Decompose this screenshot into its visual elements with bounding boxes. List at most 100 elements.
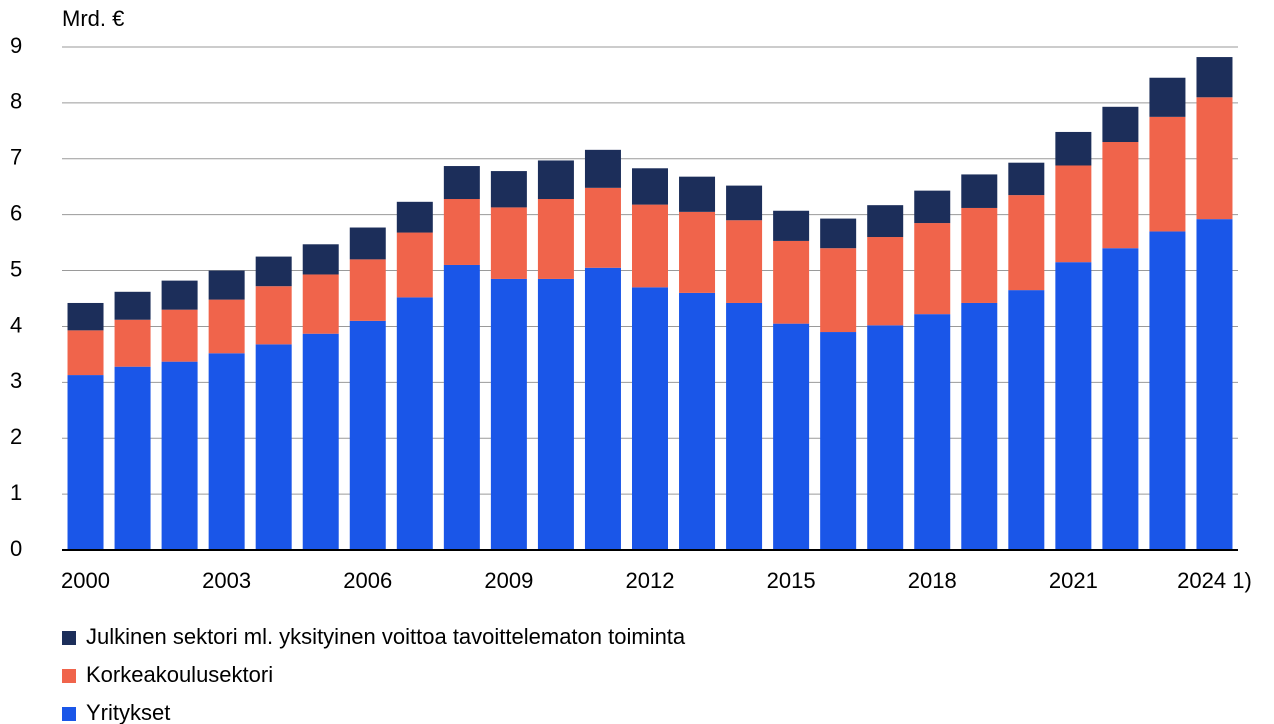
y-tick-label: 2: [10, 424, 22, 449]
bar-segment: [537, 160, 574, 200]
bar-segment: [820, 248, 857, 333]
bar-segment: [726, 185, 763, 221]
bar-segment: [490, 207, 527, 279]
y-tick-label: 7: [10, 145, 22, 170]
legend-swatch: [62, 669, 76, 683]
bar-segment: [1149, 77, 1186, 117]
y-tick-label: 8: [10, 89, 22, 114]
bar-segment: [1008, 195, 1045, 291]
x-tick-label: 2012: [626, 568, 675, 593]
bar-segment: [773, 210, 810, 241]
bar-segment: [914, 314, 951, 550]
bar-segment: [349, 259, 386, 321]
bar-segment: [726, 302, 763, 550]
bar-segment: [537, 199, 574, 279]
x-tick-label: 2021: [1049, 568, 1098, 593]
x-tick-label: 2006: [343, 568, 392, 593]
bar-segment: [1102, 142, 1139, 249]
x-tick-label: 2024 1): [1177, 568, 1252, 593]
bar-segment: [161, 361, 198, 550]
bar-segment: [773, 240, 810, 324]
bar-segment: [302, 333, 339, 550]
bar-segment: [1102, 106, 1139, 143]
bar-segment: [114, 366, 151, 550]
bar-segment: [726, 220, 763, 303]
bar-segment: [820, 218, 857, 249]
y-tick-label: 4: [10, 312, 22, 337]
bar-segment: [632, 287, 668, 550]
y-tick-label: 5: [10, 256, 22, 281]
x-tick-label: 2003: [202, 568, 251, 593]
bar-segment: [1055, 131, 1092, 166]
bar-segment: [67, 302, 104, 331]
bar-segment: [208, 299, 245, 354]
bar-segment: [914, 223, 951, 315]
bar-segment: [584, 149, 621, 188]
bar-segment: [914, 190, 951, 224]
bar-segment: [255, 286, 292, 345]
bar-segment: [114, 319, 151, 367]
y-tick-label: 6: [10, 200, 22, 225]
bar-segment: [820, 332, 857, 550]
x-tick-label: 2009: [484, 568, 533, 593]
legend-label: Julkinen sektori ml. yksityinen voittoa …: [86, 624, 686, 649]
bar-segment: [867, 325, 904, 550]
legend-swatch: [62, 631, 76, 645]
bar-segment: [255, 256, 292, 287]
bar-segment: [161, 309, 198, 362]
bar-segment: [443, 264, 480, 550]
bar-segment: [114, 291, 151, 320]
bar-segment: [679, 292, 716, 550]
x-tick-label: 2000: [61, 568, 110, 593]
bar-segment: [961, 302, 998, 550]
bar-segment: [302, 274, 339, 334]
bar-segment: [632, 204, 668, 288]
bar-segment: [679, 176, 716, 212]
bar-segment: [632, 168, 668, 205]
bar-segment: [255, 344, 292, 550]
bar-segment: [1055, 165, 1092, 263]
bar-segment: [961, 174, 998, 208]
bar-segment: [1196, 57, 1233, 98]
bar-segment: [208, 270, 245, 300]
bar-segment: [443, 199, 480, 265]
bar-segment: [537, 278, 574, 550]
bar-segment: [1149, 116, 1186, 232]
bar-segment: [1196, 219, 1233, 551]
bar-segment: [961, 207, 998, 303]
bar-segment: [679, 211, 716, 293]
bar-segment: [490, 278, 527, 550]
bar-segment: [1196, 97, 1233, 220]
bar-segment: [349, 227, 386, 260]
legend-label: Yritykset: [86, 700, 170, 724]
bar-segment: [396, 232, 433, 298]
bar-segment: [1055, 262, 1092, 550]
bar-segment: [773, 323, 810, 550]
legend-swatch: [62, 707, 76, 721]
bar-segment: [208, 353, 245, 550]
bar-segment: [396, 201, 433, 233]
y-tick-label: 0: [10, 536, 22, 561]
x-tick-label: 2018: [908, 568, 957, 593]
bar-segment: [396, 297, 433, 550]
bar-segment: [349, 320, 386, 550]
y-axis-label: Mrd. €: [62, 6, 124, 31]
y-tick-label: 1: [10, 480, 22, 505]
bar-segment: [584, 267, 621, 550]
bar-segment: [302, 244, 339, 275]
bar-segment: [67, 375, 104, 550]
bar-segment: [67, 330, 104, 376]
bar-segment: [490, 171, 527, 208]
bar-segment: [867, 237, 904, 326]
bar-segment: [584, 187, 621, 268]
x-tick-label: 2015: [767, 568, 816, 593]
bar-segment: [867, 205, 904, 238]
bar-segment: [161, 280, 198, 310]
bar-segment: [1149, 231, 1186, 550]
legend-label: Korkeakoulusektori: [86, 662, 273, 687]
bar-segment: [1102, 248, 1139, 550]
y-tick-label: 9: [10, 33, 22, 58]
y-tick-label: 3: [10, 368, 22, 393]
bar-segment: [443, 166, 480, 200]
